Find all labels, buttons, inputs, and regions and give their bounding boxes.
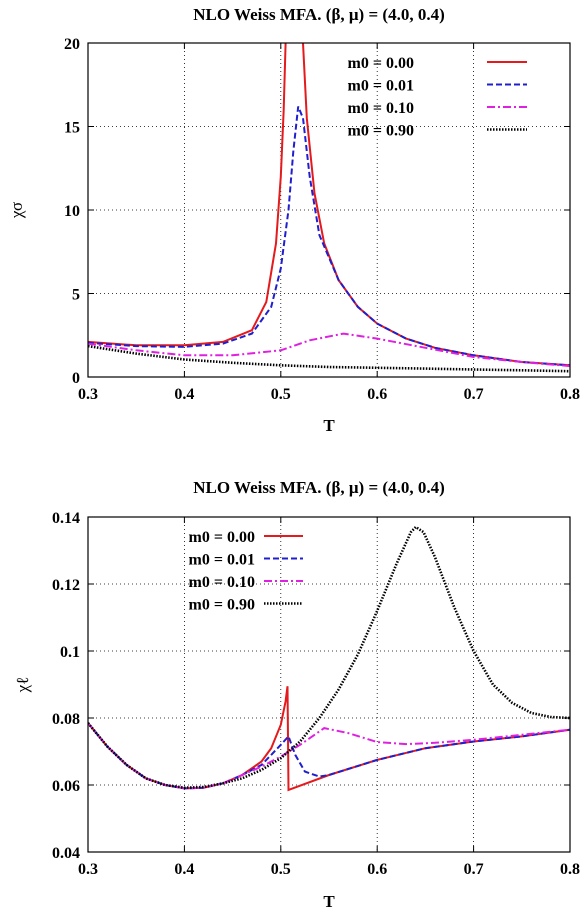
y-tick-label: 5 [72,287,80,304]
y-tick-label: 15 [64,120,80,137]
legend-label: m0 = 0.00 [189,529,255,546]
chart-panel-2: 0.3 0.4 0.5 0.6 0.7 0.8 0.04 0.06 0.08 0.1 0.12 0.1… [13,478,580,911]
x-tick-label: 0.3 [78,386,98,403]
chart-panel-1: 0.3 0.4 0.5 0.6 0.7 0.8 0 5 10 15 20 NLO Weiss MFA.… [7,5,580,435]
y-tick-label: 0.12 [52,577,80,594]
y-tick-label: 0.04 [52,845,80,862]
series-line-2 [88,106,570,367]
x-tick-label: 0.8 [560,386,580,403]
x-axis-label: T [323,892,335,911]
series-line-2 [88,722,570,790]
x-tick-label: 0.3 [78,861,98,878]
y-tick-label: 20 [64,36,80,53]
x-tick-label: 0.8 [560,861,580,878]
series-line-3 [88,332,570,368]
legend-label: m0 = 0.10 [348,100,414,117]
chart-title: NLO Weiss MFA. (β, μ) = (4.0, 0.4) [193,5,444,24]
series-line-4 [88,525,570,790]
legend-label: m0 = 0.00 [348,55,414,72]
x-tick-label: 0.7 [464,861,484,878]
legend: m0 = 0.00 m0 = 0.01 m0 = 0.10 m0 = 0.90 [348,55,527,140]
y-tick-label: 10 [64,203,80,220]
x-tick-label: 0.4 [174,861,194,878]
y-tick-label: 0 [72,370,80,387]
x-tick-label: 0.6 [367,861,387,878]
legend: m0 = 0.00 m0 = 0.01 m0 = 0.10 m0 = 0.90 [189,529,303,614]
x-tick-label: 0.6 [367,386,387,403]
y-tick-label: 0.14 [52,510,80,527]
legend-label: m0 = 0.90 [348,123,414,140]
legend-label: m0 = 0.90 [189,597,255,614]
x-tick-label: 0.4 [174,386,194,403]
x-tick-label: 0.5 [271,861,291,878]
legend-label: m0 = 0.01 [189,552,255,569]
x-tick-label: 0.7 [464,386,484,403]
series-line-3 [88,722,570,790]
y-axis-label: χσ [7,202,26,219]
legend-label: m0 = 0.01 [348,78,414,95]
chart-title: NLO Weiss MFA. (β, μ) = (4.0, 0.4) [193,478,444,497]
plot-frame [87,516,571,853]
series-line-4 [88,344,570,373]
y-tick-label: 0.06 [52,778,80,795]
x-axis-label: T [323,416,335,435]
y-tick-label: 0.08 [52,711,80,728]
x-tick-label: 0.5 [271,386,291,403]
y-tick-label: 0.1 [60,644,80,661]
y-axis-label: χℓ [13,677,32,694]
series-line-1 [88,43,570,367]
legend-label: m0 = 0.10 [189,574,255,591]
